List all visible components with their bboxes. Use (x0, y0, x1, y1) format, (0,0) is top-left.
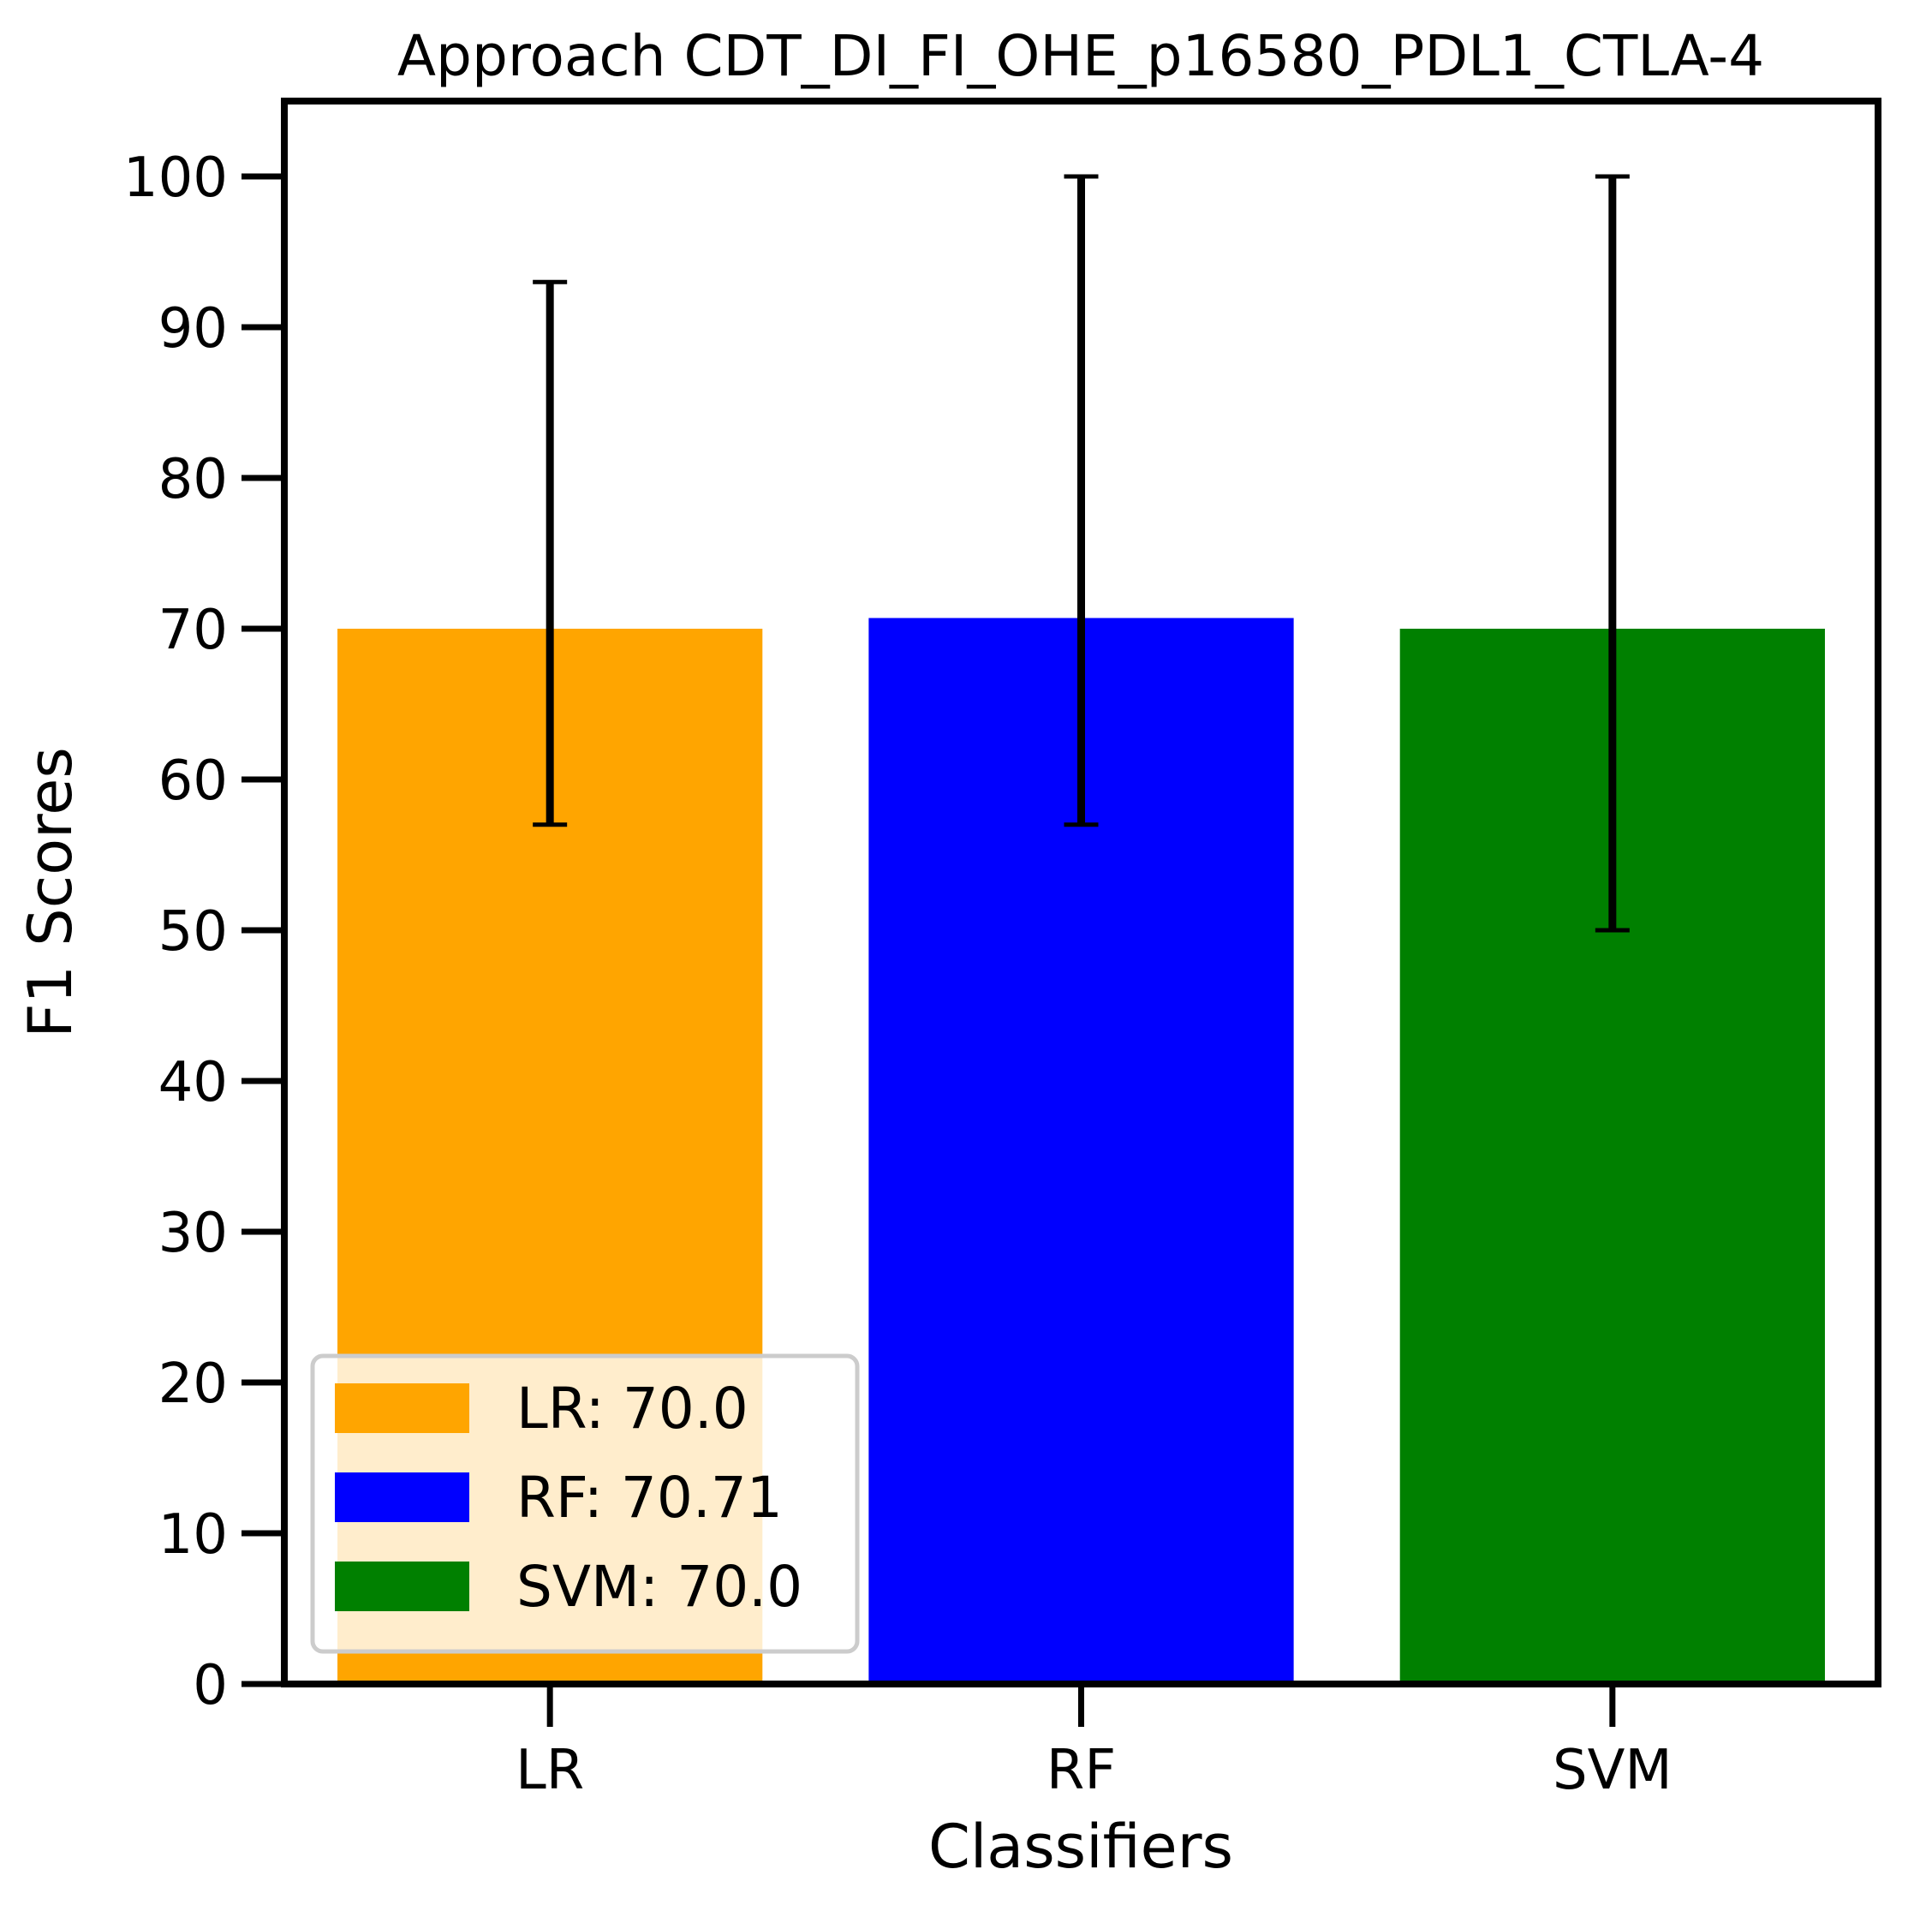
y-tick-label-20: 20 (158, 1353, 228, 1416)
y-tick-label-70: 70 (158, 599, 228, 662)
y-tick-label-0: 0 (193, 1654, 228, 1717)
x-tick-label-svm: SVM (1553, 1739, 1673, 1802)
x-tick-label-lr: LR (516, 1739, 584, 1802)
legend-label-rf: RF: 70.71 (516, 1465, 783, 1531)
y-tick-label-100: 100 (123, 146, 228, 210)
legend-swatch-svm (335, 1562, 469, 1611)
y-tick-label-60: 60 (158, 749, 228, 813)
error-bars-layer (533, 174, 1630, 933)
y-tick-label-30: 30 (158, 1202, 228, 1265)
y-tick-label-90: 90 (158, 297, 228, 361)
x-tick-label-rf: RF (1046, 1739, 1116, 1802)
y-axis-label: F1 Scores (15, 747, 86, 1038)
chart-title: Approach CDT_DI_FI_OHE_p16580_PDL1_CTLA-… (397, 23, 1764, 89)
legend-swatch-lr (335, 1383, 469, 1433)
axes-layer: 0 10 20 30 40 50 60 70 80 90 100 LR RF SVM (123, 98, 1881, 1802)
x-axis-label: Classifiers (928, 1812, 1233, 1882)
y-tick-label-40: 40 (158, 1051, 228, 1114)
y-tick-label-50: 50 (158, 900, 228, 964)
y-tick-label-80: 80 (158, 448, 228, 511)
legend-label-svm: SVM: 70.0 (516, 1554, 802, 1620)
legend-label-lr: LR: 70.0 (516, 1376, 748, 1442)
y-tick-label-10: 10 (158, 1503, 228, 1567)
legend: LR: 70.0 RF: 70.71 SVM: 70.0 (310, 1353, 860, 1654)
legend-swatch-rf (335, 1472, 469, 1522)
